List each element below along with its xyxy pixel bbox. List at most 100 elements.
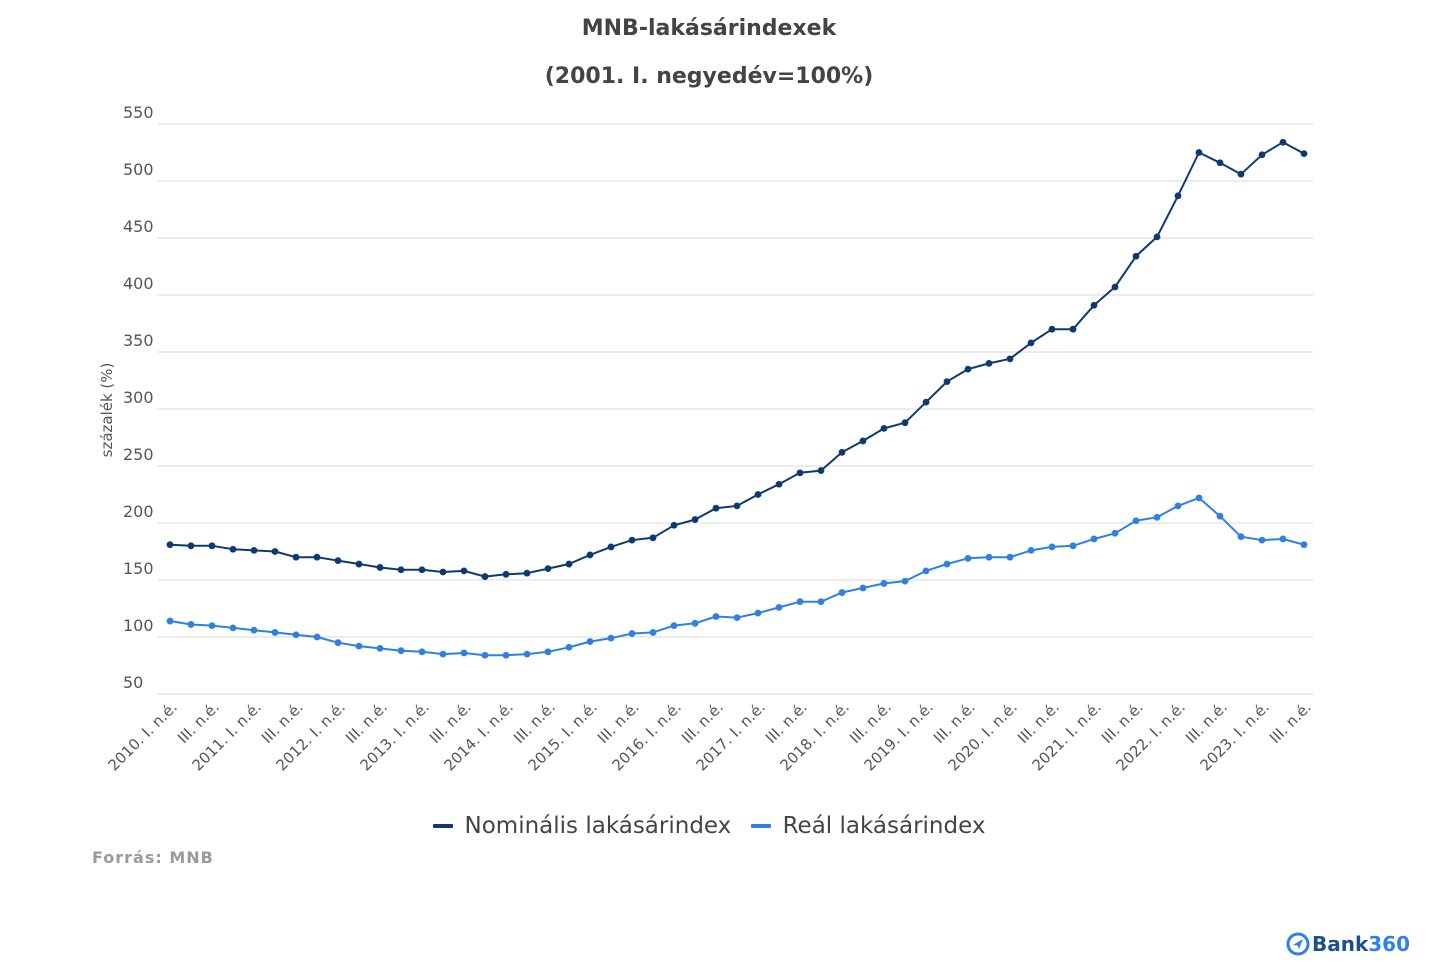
data-point xyxy=(817,467,825,474)
data-point xyxy=(208,542,216,550)
data-point xyxy=(1216,159,1224,167)
logo-text-360: 360 xyxy=(1368,932,1410,956)
data-point xyxy=(1111,283,1119,291)
data-point xyxy=(439,568,447,576)
data-point xyxy=(313,553,321,561)
data-point xyxy=(649,629,657,636)
data-point xyxy=(1153,233,1161,241)
data-point xyxy=(460,567,468,575)
legend-label-real: Reál lakásárindex xyxy=(782,813,986,839)
data-point xyxy=(229,624,237,632)
data-point xyxy=(1027,546,1035,554)
data-point xyxy=(670,521,678,529)
data-point xyxy=(922,398,930,406)
data-point xyxy=(775,480,783,488)
data-point xyxy=(523,569,531,577)
data-point xyxy=(1174,502,1182,510)
data-point xyxy=(481,573,489,580)
data-point xyxy=(565,643,573,651)
data-point xyxy=(586,638,594,645)
data-point xyxy=(334,557,342,565)
data-point xyxy=(355,642,363,650)
data-point xyxy=(901,419,909,427)
data-point xyxy=(544,565,552,572)
data-point xyxy=(271,629,279,636)
data-point xyxy=(250,546,258,554)
data-point xyxy=(985,360,993,367)
data-point xyxy=(292,631,300,639)
data-point xyxy=(943,560,951,568)
data-point xyxy=(1069,542,1077,550)
y-tick-label: 500 xyxy=(123,160,154,179)
data-point xyxy=(817,598,825,606)
series-line-nominal xyxy=(169,141,1305,578)
y-tick-label: 150 xyxy=(123,559,154,578)
data-point xyxy=(565,560,573,568)
data-point xyxy=(901,577,909,585)
data-point xyxy=(313,633,321,641)
data-point xyxy=(1279,138,1287,146)
data-point xyxy=(1195,494,1203,502)
data-point xyxy=(1153,513,1161,521)
y-tick-label: 350 xyxy=(123,331,154,350)
source-note: Forrás: MNB xyxy=(92,848,214,867)
data-point xyxy=(292,553,300,561)
data-point xyxy=(1237,170,1245,178)
data-point xyxy=(775,603,783,611)
data-point xyxy=(1237,533,1245,541)
data-point xyxy=(838,589,846,596)
data-point xyxy=(754,491,762,498)
data-point xyxy=(985,553,993,561)
data-point xyxy=(208,622,216,629)
data-point xyxy=(1132,252,1140,260)
data-point xyxy=(229,545,237,553)
x-tick-label: III. n.é. xyxy=(1266,698,1315,747)
data-point xyxy=(418,566,426,574)
data-point xyxy=(607,543,615,551)
data-point xyxy=(796,598,804,606)
legend-item-nominal: Nominális lakásárindex xyxy=(432,813,732,839)
data-point xyxy=(796,469,804,477)
data-point xyxy=(964,554,972,562)
data-point xyxy=(1300,150,1308,158)
data-point xyxy=(1195,149,1203,156)
data-point xyxy=(1132,517,1140,525)
y-tick-label: 450 xyxy=(123,217,154,236)
data-point xyxy=(1279,535,1287,543)
data-point xyxy=(607,634,615,642)
y-axis-label: százalék (%) xyxy=(98,363,116,458)
data-point xyxy=(649,534,657,542)
brand-logo: Bank 360 xyxy=(1286,932,1410,956)
data-point xyxy=(187,542,195,550)
data-point xyxy=(250,626,258,634)
data-point xyxy=(439,650,447,658)
data-point xyxy=(523,650,531,658)
data-point xyxy=(586,551,594,559)
data-point xyxy=(502,570,510,578)
data-point xyxy=(733,502,741,510)
data-point xyxy=(1174,192,1182,200)
data-point xyxy=(376,564,384,571)
y-tick-label: 200 xyxy=(123,502,154,521)
legend: Nominális lakásárindex Reál lakásárindex xyxy=(0,808,1418,839)
y-tick-label: 250 xyxy=(123,445,154,464)
data-point xyxy=(880,580,888,587)
data-point xyxy=(859,437,867,445)
data-point xyxy=(1048,543,1056,551)
data-point xyxy=(712,504,720,512)
data-point xyxy=(1258,536,1266,544)
data-point xyxy=(334,639,342,647)
data-point xyxy=(838,448,846,456)
line-chart: 50 100 150 200 250 300 350 400 450 500 550 százalék… xyxy=(98,103,1315,774)
data-point xyxy=(880,424,888,432)
data-point xyxy=(859,584,867,592)
legend-label-nominal: Nominális lakásárindex xyxy=(464,813,732,839)
data-point xyxy=(502,651,510,659)
data-point xyxy=(1027,339,1035,347)
data-point xyxy=(628,536,636,544)
data-point xyxy=(355,560,363,568)
data-point xyxy=(964,365,972,373)
data-point xyxy=(1258,151,1266,159)
data-point xyxy=(670,622,678,629)
data-point xyxy=(187,621,195,628)
